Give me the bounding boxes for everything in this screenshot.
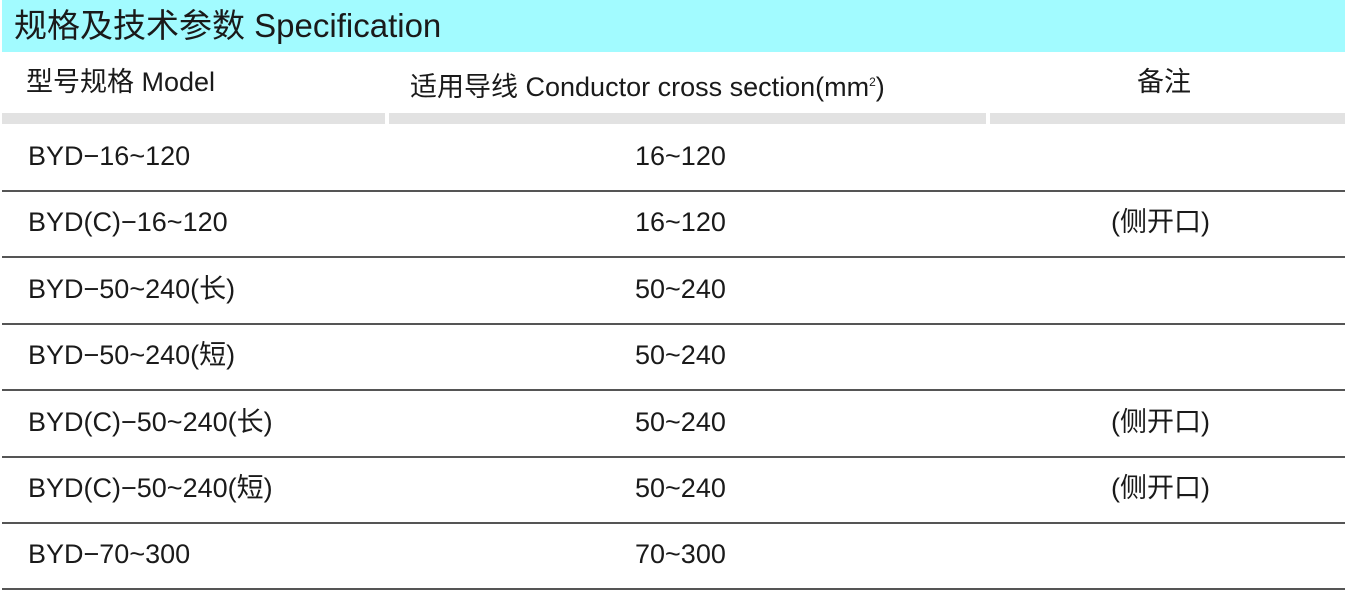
conductor-cell: 16~120	[635, 141, 726, 171]
header-conductor-sup: 2	[869, 75, 876, 89]
model-cell: BYD−50~240(长)	[28, 273, 236, 304]
header-model: 型号规格 Model	[26, 67, 216, 97]
header-divider	[389, 113, 986, 124]
conductor-cell: 50~240	[635, 340, 726, 371]
table-row: BYD(C)−50~240(长) 50~240 (侧开口)	[2, 390, 1345, 458]
note-cell: (侧开口)	[1111, 207, 1210, 238]
header-conductor-end: )	[875, 72, 885, 102]
table-row: BYD−70~300 70~300	[2, 522, 1345, 591]
header-divider	[990, 113, 1345, 124]
table-row: BYD(C)−50~240(短) 50~240 (侧开口)	[2, 456, 1345, 524]
header-conductor-text: 适用导线 Conductor cross section(mm	[410, 72, 870, 102]
model-cell: BYD(C)−50~240(短)	[28, 473, 273, 503]
model-cell: BYD−50~240(短)	[28, 340, 236, 371]
table-row: BYD(C)−16~120 16~120 (侧开口)	[2, 190, 1345, 259]
model-cell: BYD(C)−50~240(长)	[28, 406, 273, 437]
conductor-cell: 70~300	[635, 539, 726, 570]
section-title: 规格及技术参数 Specification	[14, 7, 442, 44]
model-cell: BYD−70~300	[28, 539, 191, 570]
header-conductor: 适用导线 Conductor cross section(mm2)	[410, 62, 885, 107]
model-cell: BYD(C)−16~120	[28, 207, 228, 238]
header-divider	[2, 113, 385, 124]
table-row: BYD−50~240(长) 50~240	[2, 257, 1345, 325]
table-row: BYD−16~120 16~120	[2, 124, 1345, 192]
table-row: BYD−50~240(短) 50~240	[2, 323, 1345, 392]
section-title-bar: 规格及技术参数 Specification	[2, 0, 1345, 52]
conductor-cell: 50~240	[635, 473, 726, 503]
conductor-cell: 50~240	[635, 273, 726, 304]
model-cell: BYD−16~120	[28, 141, 191, 171]
note-cell: (侧开口)	[1111, 473, 1210, 503]
conductor-cell: 50~240	[635, 406, 726, 437]
conductor-cell: 16~120	[635, 207, 726, 238]
note-cell: (侧开口)	[1111, 406, 1210, 437]
header-note: 备注	[1137, 67, 1191, 97]
